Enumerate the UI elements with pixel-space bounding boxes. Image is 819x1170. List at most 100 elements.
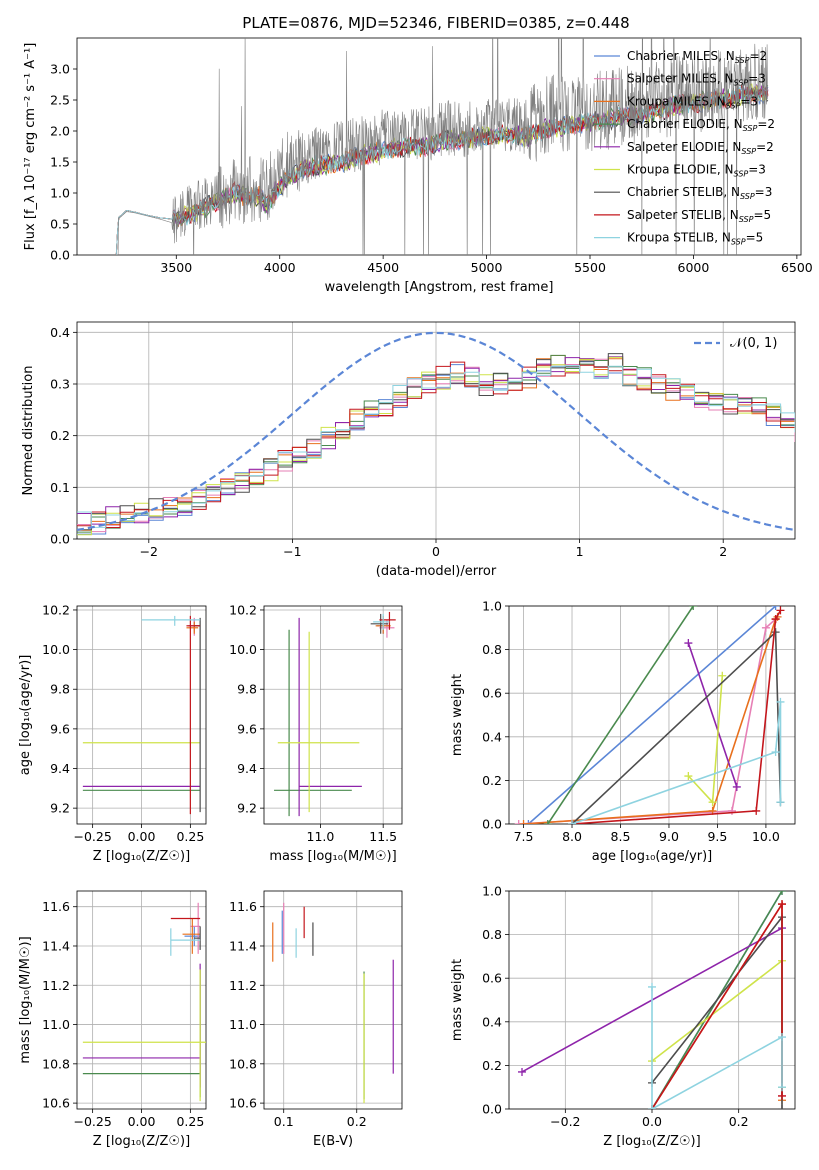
Z-age-plot-area: [82, 615, 201, 815]
x-tick-label: 8.0: [562, 829, 582, 844]
y-tick-label: 0.0: [482, 1102, 502, 1117]
y-tick-label: 0.4: [482, 729, 502, 744]
x-tick-label: 11.0: [307, 829, 335, 844]
figure-title: PLATE=0876, MJD=52346, FIBERID=0385, z=0…: [242, 14, 629, 32]
weight-line-chabrier-elodie: [547, 606, 694, 824]
x-axis-label: Z [log₁₀(Z/Z☉)]: [603, 1134, 700, 1149]
x-tick-label: −0.25: [73, 829, 111, 844]
x-tick-label: 5000: [471, 260, 503, 275]
errorbar-point: [186, 621, 199, 634]
x-tick-label: −2: [140, 544, 158, 559]
y-tick-label: 9.4: [50, 761, 70, 776]
errorbar-point: [298, 617, 362, 817]
y-tick-label: 0.3: [50, 377, 70, 392]
errorbar-point: [379, 619, 395, 638]
y-axis-label: Normed distribution: [21, 366, 36, 496]
weight-marker: [776, 798, 785, 807]
x-tick-label: −0.2: [550, 1114, 580, 1129]
x-tick-label: 10.0: [752, 829, 780, 844]
weight-marker: [778, 1091, 786, 1100]
y-tick-label: 0.5: [50, 217, 70, 232]
weight-marker: [778, 900, 786, 909]
errorbar-point: [82, 969, 206, 1102]
weight-line-kroupa-miles: [523, 616, 779, 824]
weight-marker: [518, 1067, 526, 1076]
weight-marker: [514, 820, 523, 824]
spectrum-axes: 3500 4000 4500 5000 5500 6000 6500 0.0 0.5 1.0 1.5…: [23, 37, 813, 295]
Z-mass-frame: [76, 890, 207, 1110]
weight-line-kroupa-stelib: [651, 986, 783, 1109]
weight-marker: [648, 1105, 656, 1109]
x-tick-label: 0.25: [176, 1114, 204, 1129]
legend-entry: Chabrier STELIB, NSSP=3: [627, 185, 772, 201]
y-tick-label: 0.4: [482, 1014, 502, 1029]
weight-line-chabrier-stelib: [651, 914, 783, 1109]
y-tick-label: 10.6: [229, 1096, 257, 1111]
legend-entry: Salpeter MILES, NSSP=3: [627, 72, 766, 88]
normal-curve: [77, 331, 795, 531]
data-spectrum: [116, 38, 768, 255]
y-tick-label: 0.6: [482, 686, 502, 701]
x-tick-label: 2: [719, 544, 727, 559]
y-tick-label: 9.8: [237, 682, 257, 697]
x-axis-label: age [log₁₀(age/yr)]: [592, 849, 713, 864]
EBV-mass-axes: 0.1 0.2 10.6 10.8 11.0 11.2 11.4 11.6 E(B-V): [229, 890, 403, 1149]
x-tick-label: 8.5: [611, 829, 631, 844]
weight-marker: [778, 1083, 786, 1092]
weight-marker: [648, 982, 656, 991]
Z-weight-plot-area: [518, 891, 786, 1109]
x-tick-label: 0: [432, 544, 440, 559]
x-tick-label: 0.00: [128, 829, 156, 844]
y-axis-label: Flux [f_λ 10⁻¹⁷ erg cm⁻² s⁻¹ A⁻¹]: [23, 43, 38, 251]
histogram-salpeter-elodie: [77, 356, 795, 525]
x-tick-label: 11.5: [369, 829, 397, 844]
y-axis-label: mass [log₁₀(M/M☉)]: [18, 936, 33, 1063]
y-tick-label: 11.2: [229, 978, 257, 993]
y-tick-label: 11.0: [42, 1017, 70, 1032]
mass-age-frame: [263, 605, 403, 825]
x-tick-label: 6500: [781, 260, 813, 275]
mass-age-plot-area: [274, 611, 396, 817]
y-tick-label: 0.0: [482, 817, 502, 832]
x-tick-label: 0.2: [729, 1114, 749, 1129]
y-tick-label: 3.0: [50, 62, 70, 77]
weight-marker: [776, 606, 785, 615]
EBV-mass-plot-area: [272, 902, 394, 1104]
x-tick-label: −1: [283, 544, 301, 559]
histogram-kroupa-stelib: [77, 365, 795, 528]
y-axis-label: age [log₁₀(age/yr)]: [18, 655, 33, 776]
legend-entry: Kroupa STELIB, NSSP=5: [627, 231, 763, 247]
weight-marker: [568, 820, 577, 824]
EBV-mass-frame: [263, 890, 403, 1110]
age-weight-frame: [508, 605, 796, 825]
legend-entry: Kroupa MILES, NSSP=3: [627, 94, 758, 110]
x-tick-label: 4500: [367, 260, 399, 275]
age-weight-plot-area: [514, 606, 785, 824]
x-tick-label: 9.5: [707, 829, 727, 844]
y-tick-label: 9.2: [50, 801, 70, 816]
weight-marker: [732, 782, 741, 791]
Z-age-axes: −0.25 0.00 0.25 9.2 9.4 9.6 9.8 10.0 10.2 Z [log₁…: [18, 602, 207, 864]
x-axis-label: Z [log₁₀(Z/Z☉)]: [93, 849, 190, 864]
y-tick-label: 11.6: [42, 899, 70, 914]
y-tick-label: 10.8: [42, 1056, 70, 1071]
weight-marker: [543, 820, 552, 824]
y-tick-label: 10.6: [42, 1096, 70, 1111]
x-tick-label: 7.5: [514, 829, 534, 844]
weight-marker: [771, 748, 780, 757]
spectrum-frame: [76, 37, 802, 256]
y-tick-label: 11.0: [229, 1017, 257, 1032]
y-tick-label: 11.4: [229, 938, 257, 953]
y-axis-label: mass weight: [450, 959, 465, 1041]
weight-line-chabrier-stelib: [571, 630, 782, 824]
x-axis-label: (data-model)/error: [376, 564, 497, 579]
errorbar-point: [370, 613, 389, 634]
errorbar-point: [277, 631, 360, 813]
y-tick-label: 10.2: [229, 602, 257, 617]
errorbar-point: [373, 613, 390, 630]
spectrum-legend: Chabrier MILES, NSSP=2 Salpeter MILES, NS…: [594, 49, 775, 247]
histogram-chabrier-stelib: [77, 353, 795, 531]
x-tick-label: 0.1: [274, 1114, 294, 1129]
y-tick-label: 2.0: [50, 124, 70, 139]
